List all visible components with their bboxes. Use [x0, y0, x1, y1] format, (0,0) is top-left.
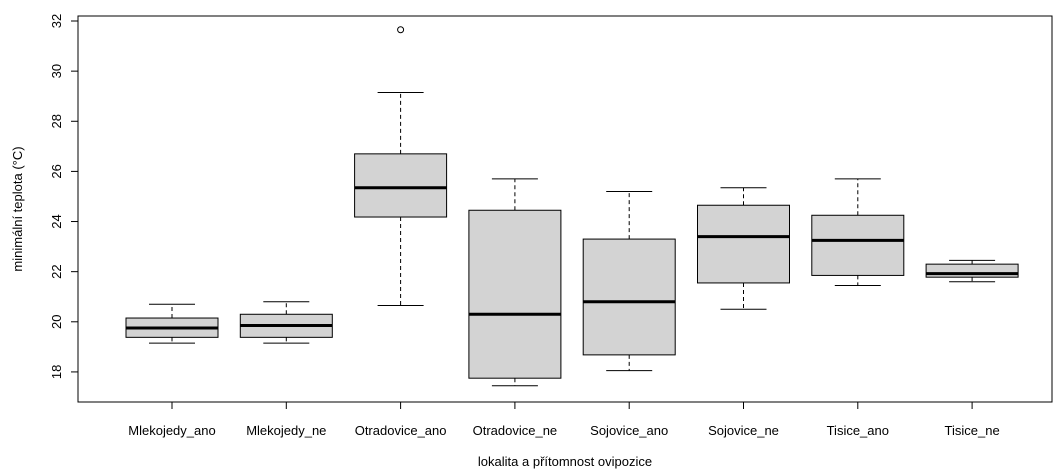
y-tick-label: 28 — [49, 114, 64, 128]
box-iqr — [582, 238, 676, 356]
box-group — [697, 187, 790, 310]
box-iqr — [811, 214, 905, 276]
y-axis-title: minimální teplota (°C) — [10, 146, 25, 271]
x-tick-label: Sojovice_ne — [708, 423, 779, 438]
box-group — [125, 303, 219, 344]
x-tick-label: Otradovice_ano — [355, 423, 447, 438]
y-axis: 18 20 22 24 26 28 30 32 — [49, 14, 79, 379]
x-tick-label: Mlekojedy_ano — [128, 423, 215, 438]
x-tick-label: Tisice_ne — [945, 423, 1000, 438]
box-group — [468, 178, 562, 387]
y-tick-label: 30 — [49, 64, 64, 78]
y-tick-label: 24 — [49, 214, 64, 228]
x-tick-label: Tisice_ano — [827, 423, 889, 438]
x-tick-label: Mlekojedy_ne — [246, 423, 326, 438]
box-iqr — [697, 204, 790, 284]
box-group — [925, 259, 1019, 283]
y-tick-label: 22 — [49, 264, 64, 278]
box-group — [582, 190, 676, 372]
box-group — [354, 26, 448, 306]
y-tick-label: 26 — [49, 164, 64, 178]
outlier-point — [397, 26, 405, 34]
x-tick-label: Otradovice_ne — [473, 423, 558, 438]
box-iqr — [925, 263, 1019, 278]
box-group — [811, 178, 905, 286]
plot-frame — [77, 15, 1053, 403]
x-tick-label: Sojovice_ano — [590, 423, 668, 438]
y-tick-label: 18 — [49, 365, 64, 379]
boxes — [125, 26, 1019, 387]
box-iqr — [354, 153, 448, 218]
y-tick-label: 20 — [49, 315, 64, 329]
box-iqr — [468, 209, 562, 379]
x-axis-title: lokalita a přítomnost ovipozice — [478, 454, 652, 469]
y-tick-label: 32 — [49, 14, 64, 28]
box-group — [239, 301, 333, 344]
x-axis: Mlekojedy_ano Mlekojedy_ne Otradovice_ano O… — [128, 401, 1000, 438]
